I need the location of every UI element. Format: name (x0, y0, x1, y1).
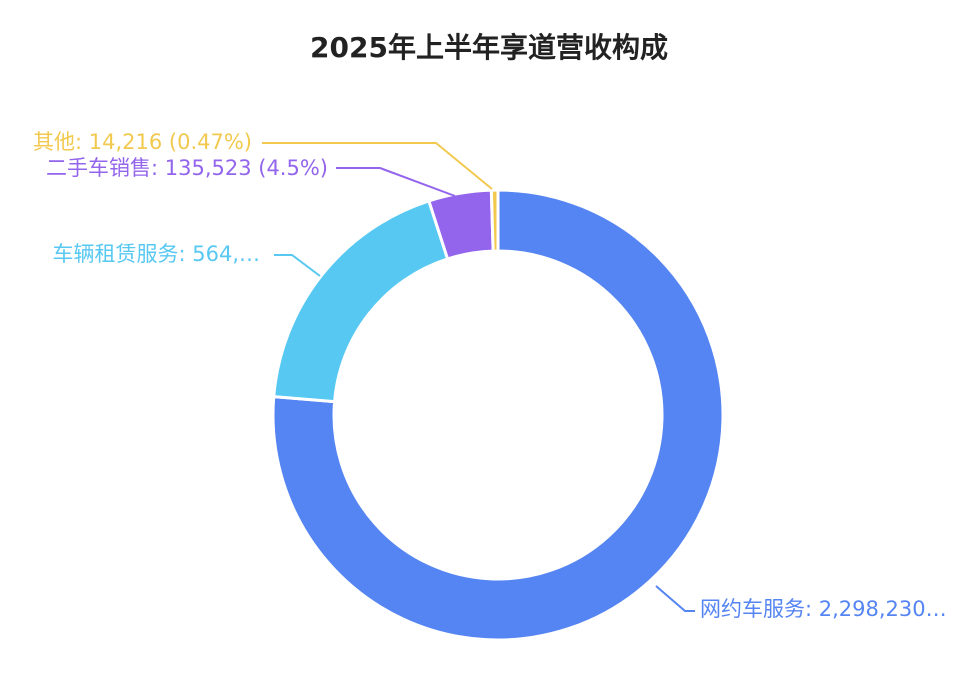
slice-vehicle-rental[interactable] (272, 198, 450, 404)
slice-label-vehicle-rental: 车辆租赁服务: 564,… (52, 242, 260, 266)
leader-line-ride-hailing (655, 585, 695, 612)
slice-label-ride-hailing: 网约车服务: 2,298,230… (700, 597, 947, 621)
leader-lines-group (262, 142, 695, 612)
leader-line-vehicle-rental (274, 254, 321, 277)
slice-other[interactable] (489, 188, 500, 253)
slice-label-used-car-sales: 二手车销售: 135,523 (4.5%) (46, 156, 328, 180)
slice-ride-hailing[interactable] (271, 188, 725, 642)
labels-group: 网约车服务: 2,298,230… 车辆租赁服务: 564,… 二手车销售: 1… (33, 130, 947, 621)
chart-title: 2025年上半年享道营收构成 (310, 31, 668, 64)
slice-label-other: 其他: 14,216 (0.47%) (33, 130, 252, 154)
leader-line-other (262, 142, 493, 190)
leader-line-used-car-sales (336, 167, 456, 197)
slices-group (271, 188, 725, 642)
